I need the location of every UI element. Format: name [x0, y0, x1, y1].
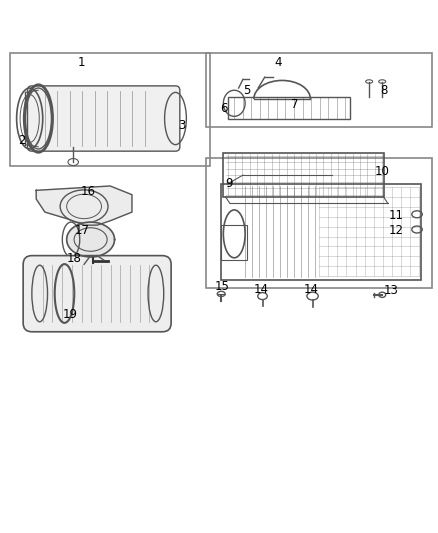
- Text: 12: 12: [389, 224, 404, 237]
- Text: 3: 3: [178, 118, 186, 132]
- FancyBboxPatch shape: [28, 86, 180, 151]
- Text: 5: 5: [244, 84, 251, 96]
- Text: 13: 13: [384, 284, 398, 297]
- Text: 17: 17: [74, 224, 89, 237]
- Bar: [221, 184, 421, 279]
- Text: 1: 1: [78, 56, 86, 69]
- Text: 7: 7: [291, 98, 299, 111]
- Text: 16: 16: [81, 185, 96, 198]
- Polygon shape: [67, 222, 115, 257]
- Text: 18: 18: [67, 252, 82, 265]
- Bar: [206, 158, 432, 288]
- Text: 4: 4: [274, 56, 282, 69]
- Bar: [228, 97, 350, 118]
- FancyBboxPatch shape: [23, 256, 171, 332]
- Text: 19: 19: [63, 308, 78, 321]
- Bar: [206, 53, 432, 127]
- Text: 9: 9: [225, 177, 232, 190]
- Bar: [223, 154, 385, 197]
- Text: 14: 14: [254, 282, 269, 296]
- Text: 10: 10: [375, 165, 390, 178]
- Text: 2: 2: [18, 134, 26, 147]
- Text: 11: 11: [389, 208, 404, 222]
- Text: 8: 8: [381, 84, 388, 96]
- Text: 15: 15: [215, 280, 230, 293]
- Bar: [10, 53, 210, 166]
- Text: 14: 14: [304, 282, 319, 296]
- Polygon shape: [36, 186, 132, 225]
- Text: 6: 6: [220, 102, 228, 115]
- Bar: [221, 225, 247, 260]
